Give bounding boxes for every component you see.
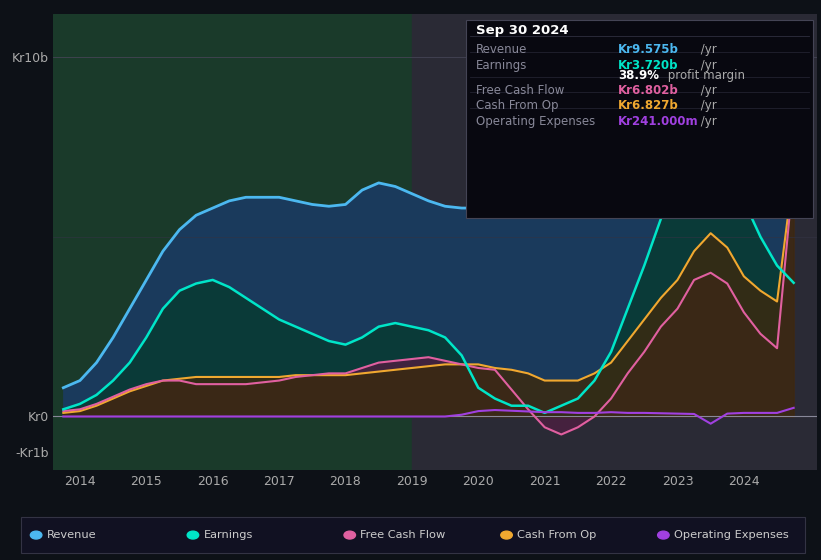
Text: Sep 30 2024: Sep 30 2024 <box>476 24 569 36</box>
Text: /yr: /yr <box>697 99 717 112</box>
Text: /yr: /yr <box>697 115 717 128</box>
Text: Revenue: Revenue <box>476 43 528 56</box>
Text: Earnings: Earnings <box>204 530 253 540</box>
Bar <box>412 14 817 470</box>
Text: Kr241.000m: Kr241.000m <box>618 115 699 128</box>
Text: Cash From Op: Cash From Op <box>517 530 597 540</box>
Text: Operating Expenses: Operating Expenses <box>476 115 595 128</box>
Bar <box>53 14 412 470</box>
Text: Cash From Op: Cash From Op <box>476 99 558 112</box>
Text: Free Cash Flow: Free Cash Flow <box>476 84 565 97</box>
Text: Revenue: Revenue <box>47 530 96 540</box>
Text: Free Cash Flow: Free Cash Flow <box>360 530 446 540</box>
Text: Kr6.827b: Kr6.827b <box>618 99 679 112</box>
Text: Earnings: Earnings <box>476 59 528 72</box>
Text: Kr6.802b: Kr6.802b <box>618 84 679 97</box>
Text: Kr3.720b: Kr3.720b <box>618 59 679 72</box>
Text: Operating Expenses: Operating Expenses <box>674 530 789 540</box>
Text: profit margin: profit margin <box>664 69 745 82</box>
Text: /yr: /yr <box>697 59 717 72</box>
Text: /yr: /yr <box>697 84 717 97</box>
Text: /yr: /yr <box>697 43 717 56</box>
Text: 38.9%: 38.9% <box>618 69 659 82</box>
Text: Kr9.575b: Kr9.575b <box>618 43 679 56</box>
